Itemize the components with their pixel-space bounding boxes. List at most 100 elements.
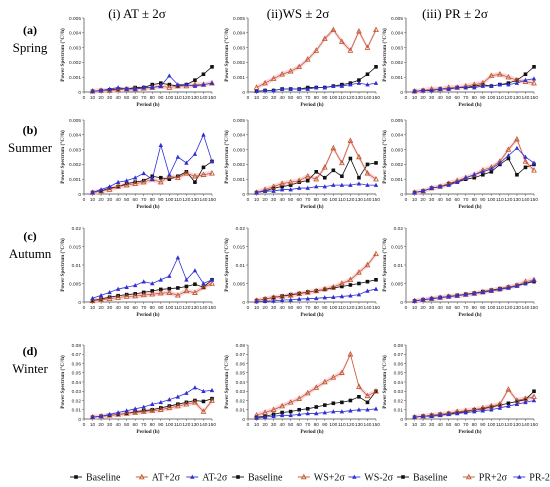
data-point-minus-2sigma	[348, 82, 353, 87]
data-point-baseline	[472, 175, 477, 180]
y-tick-label: 0.005	[391, 16, 403, 22]
x-tick-label: 10	[254, 197, 260, 203]
series-line-plus-2sigma	[256, 253, 377, 301]
row-headers: (a) Spring (b) Summer (c) Autumn (d) Win…	[8, 23, 53, 376]
x-tick-label: 30	[429, 197, 435, 203]
x-tick-label: 130	[355, 197, 363, 203]
x-tick-label: 140	[363, 422, 371, 428]
x-tick-label: 60	[455, 305, 461, 311]
data-point-plus-2sigma	[140, 291, 147, 298]
data-point-baseline	[141, 408, 146, 413]
x-tick-label: 130	[513, 95, 521, 101]
data-point-minus-2sigma	[322, 85, 327, 90]
data-point-minus-2sigma	[472, 409, 477, 414]
x-tick-label: 100	[487, 422, 495, 428]
x-tick-label: 70	[463, 422, 469, 428]
panel-spring-pr: 0 0.001 0.002 0.003 0.004 0.005 0 10 20 30 40 50 60 7…	[381, 16, 538, 108]
x-tick-label: 110	[496, 95, 504, 101]
data-point-minus-2sigma	[472, 291, 477, 296]
row-season-summer: Summer	[8, 140, 53, 155]
data-point-baseline	[90, 298, 95, 303]
x-tick-label: 110	[496, 305, 504, 311]
x-tick-label: 30	[429, 422, 435, 428]
column-title-ws: (ii)WS ± 2σ	[267, 6, 330, 21]
x-tick-label: 140	[363, 305, 371, 311]
data-point-minus-2sigma	[412, 190, 417, 195]
y-tick-label: 0.05	[394, 371, 404, 377]
x-tick-label: 50	[288, 422, 294, 428]
data-point-baseline	[280, 184, 284, 189]
x-tick-label: 30	[429, 305, 435, 311]
data-point-baseline	[150, 407, 155, 412]
x-tick-label: 120	[346, 197, 354, 203]
x-tick-label: 150	[530, 95, 538, 101]
x-tick-label: 70	[305, 197, 311, 203]
data-point-minus-2sigma	[531, 160, 537, 165]
data-point-baseline	[357, 175, 361, 180]
data-point-baseline	[124, 181, 129, 186]
data-point-plus-2sigma	[287, 399, 294, 405]
data-point-plus-2sigma	[296, 63, 303, 70]
data-point-plus-2sigma	[157, 406, 164, 412]
legend-marker-minus	[352, 474, 357, 479]
data-point-plus-2sigma	[304, 56, 311, 62]
legend-marker-baseline	[74, 475, 78, 479]
data-point-minus-2sigma	[314, 85, 319, 90]
y-axis-label: Power Spectrum (°C²/h)	[59, 28, 66, 82]
data-point-minus-2sigma	[523, 399, 528, 405]
data-point-baseline	[280, 294, 284, 298]
x-tick-label: 70	[305, 305, 311, 311]
data-point-minus-2sigma	[446, 182, 451, 187]
data-point-minus-2sigma	[506, 285, 511, 290]
data-point-baseline	[323, 287, 327, 292]
y-tick-label: 0.002	[69, 162, 81, 168]
y-tick-label: 0.001	[391, 177, 403, 183]
data-point-baseline	[297, 291, 301, 296]
data-point-minus-2sigma	[331, 182, 336, 187]
x-tick-label: 140	[521, 197, 529, 203]
data-point-plus-2sigma	[183, 287, 190, 294]
series-line-plus-2sigma	[256, 353, 377, 416]
y-tick-label: 0.003	[391, 147, 403, 153]
data-point-plus-2sigma	[356, 28, 362, 34]
x-tick-label: 150	[208, 422, 216, 428]
data-point-plus-2sigma	[313, 47, 320, 53]
data-point-minus-2sigma	[167, 172, 172, 177]
data-point-plus-2sigma	[166, 289, 173, 295]
data-point-minus-2sigma	[209, 277, 215, 282]
data-point-minus-2sigma	[115, 179, 121, 184]
data-point-plus-2sigma	[140, 178, 147, 185]
data-point-baseline	[141, 178, 146, 183]
row-letter-spring: (a)	[23, 23, 37, 37]
data-point-plus-2sigma	[296, 177, 303, 183]
data-point-minus-2sigma	[98, 88, 104, 93]
row-letter-summer: (b)	[23, 123, 38, 137]
x-tick-label: 20	[420, 305, 426, 311]
x-tick-label: 110	[174, 197, 182, 203]
y-tick-label: 0.005	[233, 281, 245, 287]
legend-row: Baseline AT+2σ AT-2σ Baseline WS+2σ WS-2σ Base…	[70, 473, 550, 484]
y-tick-label: 0.07	[72, 352, 82, 358]
legend-marker-plus	[465, 473, 472, 480]
data-point-plus-2sigma	[279, 70, 285, 77]
data-point-plus-2sigma	[166, 84, 173, 90]
y-tick-label: 0.002	[233, 60, 245, 66]
x-tick-label: 120	[504, 95, 512, 101]
data-point-minus-2sigma	[90, 88, 95, 94]
legend-ws: Baseline WS+2σ WS-2σ	[232, 473, 394, 484]
x-axis-label: Period (h)	[136, 101, 159, 108]
data-point-plus-2sigma	[175, 292, 181, 298]
x-tick-label: 70	[141, 422, 147, 428]
data-point-minus-2sigma	[254, 299, 259, 304]
y-tick-label: 0.003	[233, 45, 245, 51]
data-point-plus-2sigma	[522, 158, 529, 164]
data-point-minus-2sigma	[489, 166, 494, 171]
data-point-plus-2sigma	[192, 289, 198, 295]
data-point-baseline	[210, 65, 214, 69]
y-tick-label: 0.06	[394, 361, 404, 367]
data-point-plus-2sigma	[321, 35, 328, 41]
y-tick-label: 0.001	[69, 177, 81, 183]
data-point-plus-2sigma	[123, 410, 130, 416]
data-point-baseline	[348, 283, 353, 287]
data-point-minus-2sigma	[158, 399, 163, 405]
